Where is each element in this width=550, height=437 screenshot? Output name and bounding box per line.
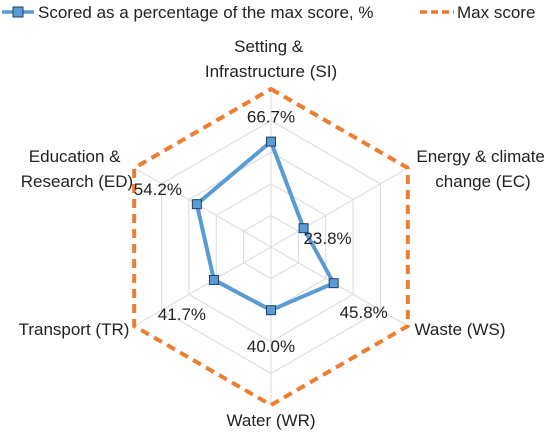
score-marker-4 <box>266 305 276 316</box>
category-label-si-line2: Infrastructure (SI) <box>205 62 337 81</box>
category-label-ed-line1: Education & <box>29 147 121 166</box>
category-labels: Setting & Infrastructure (SI) Energy & c… <box>19 37 549 430</box>
category-label-ec: Energy & climate change (EC) <box>416 147 549 191</box>
score-marker-6 <box>191 199 202 210</box>
category-label-si-line1: Setting & <box>234 37 304 56</box>
category-label-ws: Waste (WS) <box>415 320 506 339</box>
grid-spoke-6 <box>133 167 272 248</box>
category-label-ed: Education & Research (ED) <box>21 147 133 191</box>
category-label-ec-line2: change (EC) <box>435 172 530 191</box>
data-labels: 66.7% 23.8% 45.8% 40.0% 41.7% 54.2% <box>134 108 388 357</box>
score-marker-2 <box>298 223 309 234</box>
category-label-tr: Transport (TR) <box>19 320 130 339</box>
category-label-ws-line1: Waste (WS) <box>415 320 506 339</box>
category-label-si: Setting & Infrastructure (SI) <box>205 37 337 81</box>
legend-item-max: Max score <box>420 3 535 22</box>
data-label-2: 23.8% <box>303 229 351 248</box>
series-layer <box>132 87 410 407</box>
legend-label-score: Scored as a percentage of the max score,… <box>38 3 373 22</box>
score-marker-5 <box>208 274 219 285</box>
score-marker-1 <box>266 136 276 147</box>
grid-spoke-5 <box>133 246 272 327</box>
category-label-wr: Water (WR) <box>226 411 315 430</box>
data-label-3: 45.8% <box>340 303 388 322</box>
data-label-5: 41.7% <box>158 305 206 324</box>
grid-spoke-2 <box>270 167 409 248</box>
legend: Scored as a percentage of the max score,… <box>2 3 535 22</box>
legend-item-score: Scored as a percentage of the max score,… <box>2 3 373 22</box>
grid-spoke-3 <box>270 246 409 327</box>
legend-label-max: Max score <box>457 3 535 22</box>
data-label-6: 54.2% <box>134 180 182 199</box>
legend-marker-score <box>12 6 24 18</box>
series-max-score <box>132 87 410 407</box>
category-label-ec-line1: Energy & climate <box>416 147 545 166</box>
radar-grid <box>133 89 409 405</box>
score-marker-3 <box>328 278 339 289</box>
data-label-1: 66.7% <box>247 108 295 127</box>
category-label-wr-line1: Water (WR) <box>226 411 315 430</box>
category-label-ed-line2: Research (ED) <box>21 172 133 191</box>
data-label-4: 40.0% <box>247 337 295 356</box>
category-label-tr-line1: Transport (TR) <box>19 320 130 339</box>
